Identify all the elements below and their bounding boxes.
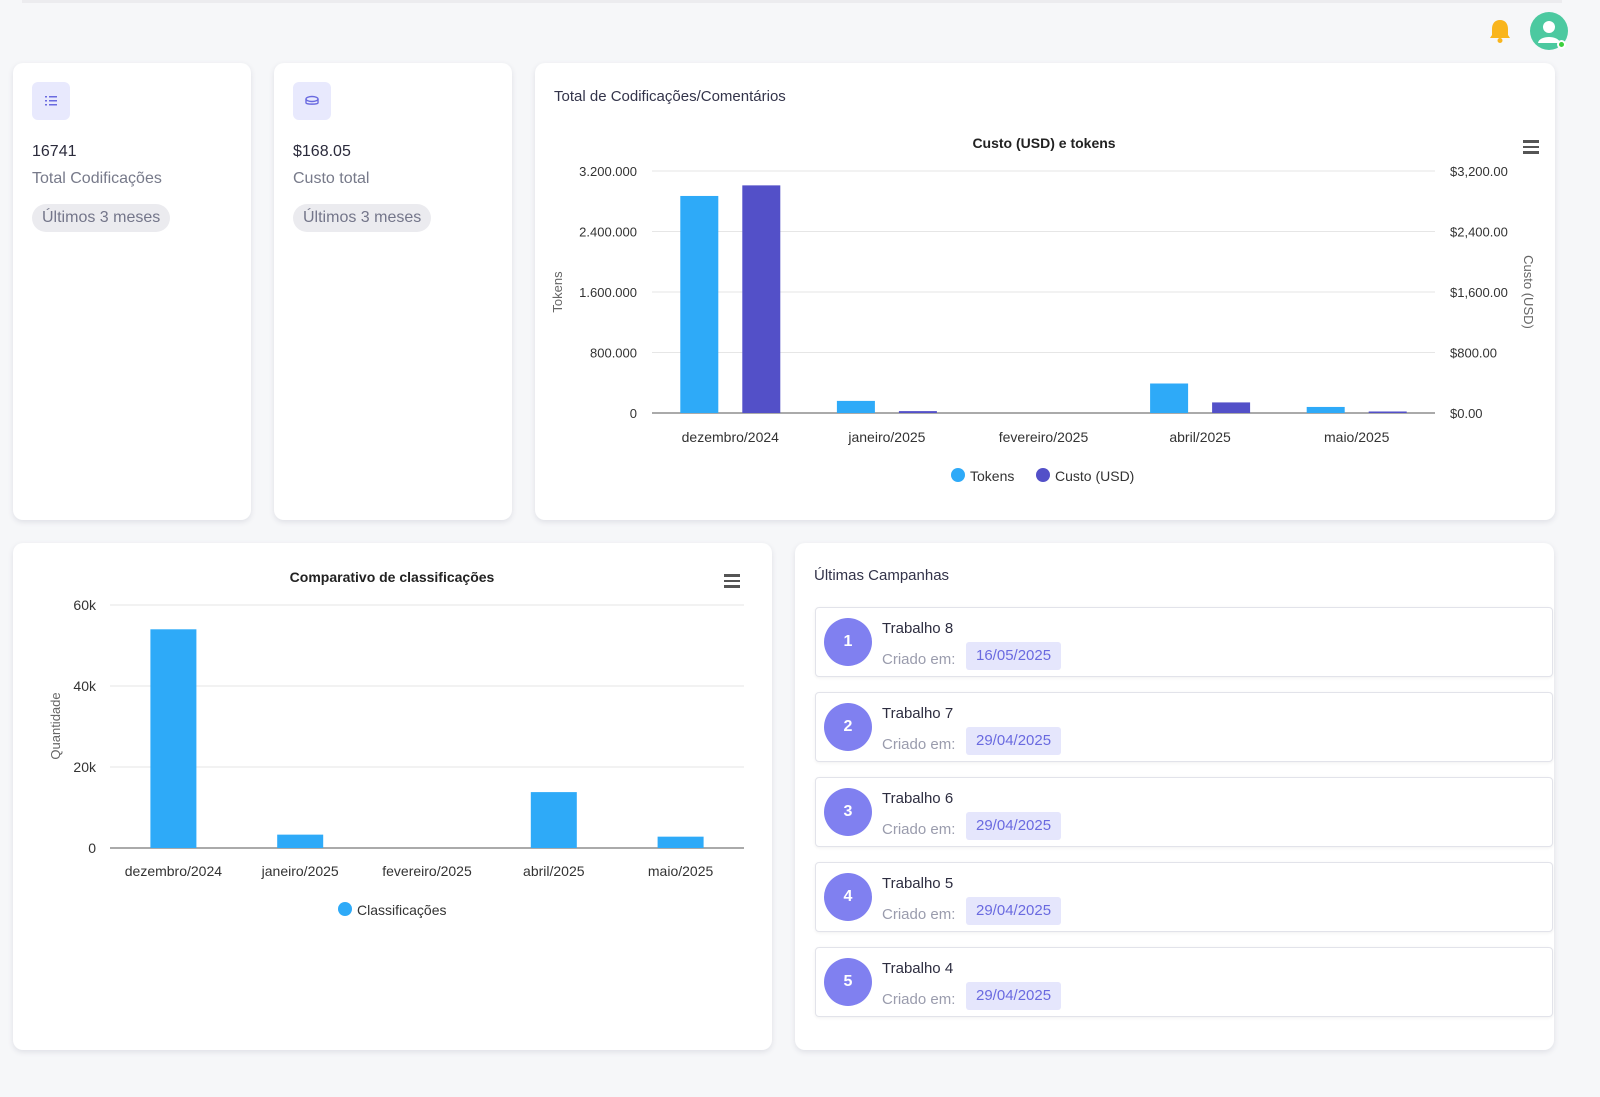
campaign-name: Trabalho 4 [882, 960, 954, 977]
bar-cost [742, 185, 781, 413]
bar-classificacoes [277, 834, 324, 848]
y-axis-label: Tokens [550, 271, 565, 313]
bar-tokens [836, 400, 875, 413]
y2-tick-label: $3,200.00 [1450, 164, 1508, 179]
period-badge: Últimos 3 meses [293, 204, 432, 232]
created-label: Criado em: [882, 736, 956, 753]
y2-tick-label: $1,600.00 [1450, 285, 1508, 300]
campaigns-card: Últimas Campanhas 1 Trabalho 8 Criado em… [795, 543, 1554, 1050]
campaign-item[interactable]: 3 Trabalho 6 Criado em: 29/04/2025 [815, 777, 1553, 847]
campaign-date: 29/04/2025 [966, 897, 1062, 925]
stat-label: Custo total [293, 170, 370, 187]
x-tick-label: janeiro/2025 [261, 863, 339, 879]
period-badge: Últimos 3 meses [32, 204, 171, 232]
online-status-dot [1557, 40, 1566, 49]
campaign-name: Trabalho 7 [882, 705, 954, 722]
legend-label: Custo (USD) [1055, 468, 1134, 484]
x-tick-label: maio/2025 [1324, 429, 1390, 445]
y-tick-label: 20k [73, 759, 97, 775]
y-tick-label: 2.400.000 [579, 225, 637, 240]
y2-tick-label: $2,400.00 [1450, 225, 1508, 240]
campaign-name: Trabalho 6 [882, 790, 954, 807]
created-label: Criado em: [882, 906, 956, 923]
created-label: Criado em: [882, 651, 956, 668]
stat-label: Total Codificações [32, 170, 162, 187]
legend-marker [951, 468, 965, 482]
campaign-date: 16/05/2025 [966, 642, 1062, 670]
y-tick-label: 60k [73, 597, 97, 613]
chart-menu-icon[interactable] [724, 574, 742, 588]
y-tick-label: 800.000 [590, 346, 637, 361]
y2-tick-label: $800.00 [1450, 346, 1497, 361]
y-tick-label: 3.200.000 [579, 164, 637, 179]
campaign-name: Trabalho 8 [882, 620, 954, 637]
campaign-name: Trabalho 5 [882, 875, 954, 892]
campaign-item[interactable]: 2 Trabalho 7 Criado em: 29/04/2025 [815, 692, 1553, 762]
bar-classificacoes [150, 629, 197, 848]
legend-marker [1036, 468, 1050, 482]
bar-classificacoes [657, 836, 704, 848]
x-tick-label: fevereiro/2025 [999, 429, 1089, 445]
created-label: Criado em: [882, 991, 956, 1008]
bar-cost [1212, 402, 1251, 413]
bar-tokens [1150, 383, 1189, 413]
bar-classificacoes [530, 792, 577, 848]
x-tick-label: dezembro/2024 [125, 863, 223, 879]
card-title: Total de Codificações/Comentários [554, 88, 786, 105]
y-tick-label: 40k [73, 678, 97, 694]
x-tick-label: janeiro/2025 [847, 429, 925, 445]
campaign-number: 3 [824, 788, 872, 836]
campaign-number: 5 [824, 958, 872, 1006]
x-tick-label: abril/2025 [1169, 429, 1231, 445]
x-tick-label: fevereiro/2025 [382, 863, 472, 879]
list-icon [32, 82, 70, 120]
stat-value: $168.05 [293, 143, 351, 160]
classifications-card: Comparativo de classificações 0 20k 40k 60k Q… [13, 543, 772, 1050]
campaign-item[interactable]: 5 Trabalho 4 Criado em: 29/04/2025 [815, 947, 1553, 1017]
y-axis-label: Quantidade [48, 692, 63, 759]
bar-cost [1368, 411, 1407, 413]
chart-title: Custo (USD) e tokens [972, 135, 1115, 151]
legend-marker [338, 902, 352, 916]
campaign-date: 29/04/2025 [966, 727, 1062, 755]
created-label: Criado em: [882, 821, 956, 838]
x-tick-label: maio/2025 [648, 863, 714, 879]
bell-icon[interactable] [1488, 18, 1512, 44]
stat-card-custo: $168.05 Custo total Últimos 3 meses [274, 63, 512, 520]
coins-icon [293, 82, 331, 120]
campaign-number: 2 [824, 703, 872, 751]
y-tick-label: 0 [88, 840, 96, 856]
card-title: Últimas Campanhas [814, 567, 950, 584]
stat-value: 16741 [32, 143, 77, 160]
x-tick-label: abril/2025 [523, 863, 585, 879]
user-avatar-icon[interactable] [1530, 12, 1568, 50]
campaign-item[interactable]: 1 Trabalho 8 Criado em: 16/05/2025 [815, 607, 1553, 677]
x-tick-label: dezembro/2024 [682, 429, 780, 445]
bar-tokens [1306, 406, 1345, 413]
campaign-date: 29/04/2025 [966, 982, 1062, 1010]
stat-card-codificacoes: 16741 Total Codificações Últimos 3 meses [13, 63, 251, 520]
legend-label: Classificações [357, 902, 446, 918]
campaign-date: 29/04/2025 [966, 812, 1062, 840]
y-tick-label: 0 [630, 406, 637, 421]
y2-axis-label: Custo (USD) [1521, 255, 1536, 329]
campaign-number: 4 [824, 873, 872, 921]
tokens-cost-card: Total de Codificações/Comentários Custo … [535, 63, 1555, 520]
y2-tick-label: $0.00 [1450, 406, 1483, 421]
campaign-item[interactable]: 4 Trabalho 5 Criado em: 29/04/2025 [815, 862, 1553, 932]
campaign-number: 1 [824, 618, 872, 666]
bar-cost [898, 411, 937, 413]
legend-label: Tokens [970, 468, 1014, 484]
chart-title: Comparativo de classificações [290, 569, 495, 585]
bar-tokens [680, 195, 719, 413]
y-tick-label: 1.600.000 [579, 285, 637, 300]
chart-menu-icon[interactable] [1523, 140, 1541, 154]
tokens-cost-chart: Custo (USD) e tokens 0 $0.00 800.000 $800.00… [550, 135, 1536, 484]
classifications-chart: Comparativo de classificações 0 20k 40k 60k Q… [48, 569, 744, 918]
top-bar-line [22, 0, 1562, 3]
